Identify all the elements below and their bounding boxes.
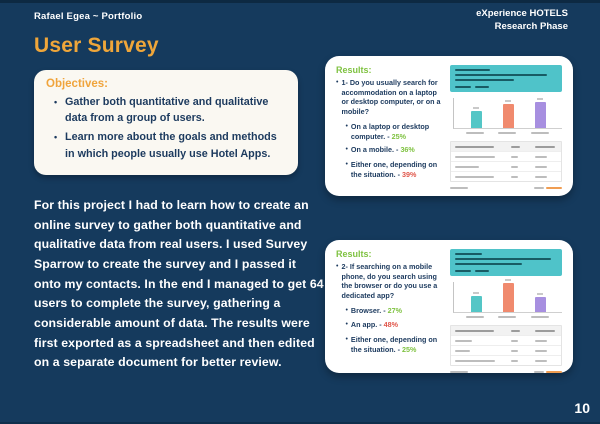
- bar-2: [502, 279, 514, 312]
- answer-item: • On a laptop or desktop computer. - 25%: [345, 121, 430, 141]
- table-header-row: [451, 326, 561, 335]
- page-number: 10: [574, 400, 590, 416]
- chart-x-labels: [453, 313, 562, 318]
- tab-overall: [455, 86, 471, 88]
- survey-question-panel: [450, 249, 562, 276]
- footer-note: [450, 187, 468, 189]
- results-card-1: Results: • 1- Do you usually search for …: [325, 56, 573, 196]
- results-table: [450, 325, 562, 366]
- bullet-icon: •: [336, 79, 339, 86]
- table-row: [451, 355, 561, 365]
- table-row: [451, 345, 561, 355]
- screenshot-footer: [450, 371, 562, 373]
- answer-item: • Either one, depending on the situation…: [345, 159, 438, 179]
- answer-item: • Either one, depending on the situation…: [345, 334, 438, 354]
- panel-text-line: [455, 263, 523, 265]
- bar-3: [534, 97, 546, 128]
- objective-item: Gather both quantitative and qualitative…: [54, 94, 286, 126]
- results-heading: Results:: [336, 65, 372, 75]
- table-row: [451, 171, 561, 181]
- project-description: For this project I had to learn how to c…: [34, 198, 324, 370]
- bullet-icon: •: [336, 263, 339, 270]
- results-heading: Results:: [336, 249, 372, 259]
- screenshot-footer: [450, 187, 562, 189]
- table-header-row: [451, 142, 561, 151]
- objectives-list: Gather both quantitative and qualitative…: [46, 94, 286, 162]
- bar-3: [534, 282, 546, 312]
- bullet-icon: •: [345, 321, 348, 329]
- answer-item: • An app. - 48%: [345, 320, 399, 330]
- results-summary: Results: • 1- Do you usually search for …: [336, 65, 442, 187]
- survey-question-panel: [450, 65, 562, 92]
- objectives-heading: Objectives:: [46, 78, 108, 90]
- answer-percentage: 48%: [383, 320, 399, 330]
- answer-percentage: 39%: [402, 169, 417, 179]
- bar-1: [470, 98, 482, 128]
- bullet-icon: •: [345, 122, 348, 130]
- page-title: User Survey: [34, 34, 159, 57]
- answers-list: • Browser. - 27% • An app. - 48% • Eithe…: [341, 306, 442, 354]
- survey-tool-screenshot: [450, 249, 562, 373]
- results-bar-chart: [450, 279, 562, 318]
- answer-item: • Browser. - 27%: [345, 305, 403, 315]
- results-bar-chart: [450, 97, 562, 134]
- bar-2: [502, 98, 514, 128]
- panel-text-line: [455, 74, 547, 76]
- panel-text-line: [455, 79, 515, 81]
- project-header: eXperience HOTELS Research Phase: [476, 8, 568, 34]
- survey-question: 2- If searching on a mobile phone, do yo…: [341, 262, 438, 301]
- chart-plot-area: [453, 97, 562, 129]
- tab-graph: [475, 86, 489, 88]
- answer-percentage: 36%: [400, 145, 415, 155]
- panel-text-line: [455, 258, 551, 260]
- panel-tabs: [455, 86, 557, 88]
- results-summary: Results: • 2- If searching on a mobile p…: [336, 249, 442, 364]
- objectives-card: Objectives: Gather both quantitative and…: [34, 70, 298, 175]
- project-phase: Research Phase: [494, 20, 568, 32]
- results-card-2: Results: • 2- If searching on a mobile p…: [325, 240, 573, 373]
- bullet-icon: •: [345, 335, 348, 343]
- answer-item: • On a mobile. - 36%: [345, 145, 415, 155]
- survey-tool-screenshot: [450, 65, 562, 189]
- footer-note: [450, 371, 468, 373]
- bullet-icon: •: [345, 146, 348, 154]
- bar-1: [470, 282, 482, 312]
- objective-item: Learn more about the goals and methods i…: [54, 129, 286, 161]
- tab-overall: [455, 270, 471, 272]
- bullet-icon: •: [345, 306, 348, 314]
- project-name: eXperience HOTELS: [476, 8, 568, 19]
- answer-percentage: 27%: [387, 305, 403, 315]
- panel-text-line: [455, 69, 490, 71]
- answer-percentage: 25%: [402, 344, 417, 354]
- table-row: [451, 335, 561, 345]
- survey-question: 1- Do you usually search for accommodati…: [341, 78, 441, 117]
- portfolio-byline: Rafael Egea ~ Portfolio: [34, 11, 143, 22]
- table-row: [451, 161, 561, 171]
- surveysparrow-brand: [534, 371, 562, 373]
- answer-percentage: 25%: [391, 131, 407, 141]
- bullet-icon: •: [345, 160, 348, 168]
- panel-text-line: [455, 253, 482, 255]
- table-row: [451, 151, 561, 161]
- answers-list: • On a laptop or desktop computer. - 25%…: [341, 122, 442, 179]
- chart-x-labels: [453, 129, 562, 134]
- chart-plot-area: [453, 279, 562, 313]
- tab-graph: [475, 270, 489, 272]
- surveysparrow-brand: [534, 187, 562, 189]
- panel-tabs: [455, 270, 557, 272]
- results-table: [450, 141, 562, 182]
